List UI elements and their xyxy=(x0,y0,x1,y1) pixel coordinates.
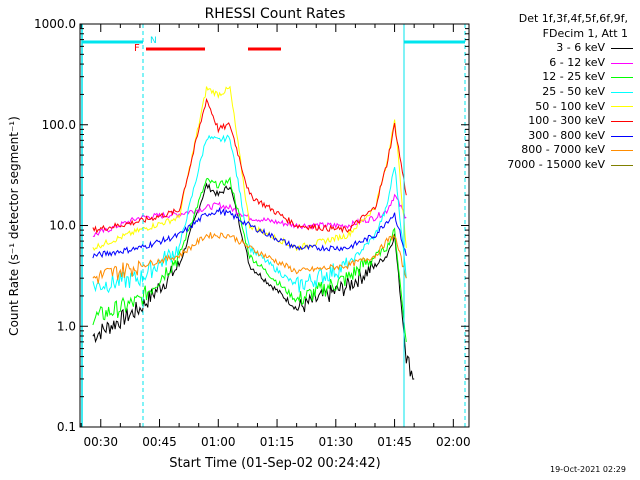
legend-entry-label: 800 - 7000 keV xyxy=(521,143,605,157)
y-axis: 0.1 1.0 10.0 100.0 1000.0 xyxy=(34,17,469,434)
legend-entry: 12 - 25 keV xyxy=(480,70,636,85)
legend-swatch xyxy=(611,120,633,122)
legend-entry-label: 25 - 50 keV xyxy=(542,84,605,98)
legend-entry-label: 50 - 100 keV xyxy=(535,99,605,113)
flag-n-label: N xyxy=(150,36,157,46)
series-line-7 xyxy=(92,232,407,284)
x-axis: 00:30 00:45 01:00 01:15 01:30 01:45 02:00 xyxy=(80,24,471,449)
legend-header-decimation: FDecim 1, Att 1 xyxy=(542,26,628,40)
series-line-3 xyxy=(92,134,407,294)
series-line-4 xyxy=(92,85,407,252)
legend-entries: 3 - 6 keV 6 - 12 keV 12 - 25 keV 25 - 50 ke… xyxy=(480,41,636,172)
y-tick-label: 10.0 xyxy=(49,219,76,233)
legend: Det 1f,3f,4f,5f,6f,9f, FDecim 1, Att 1 3… xyxy=(480,12,636,173)
legend-entry-label: 300 - 800 keV xyxy=(528,128,605,142)
x-tick-label: 01:00 xyxy=(201,435,236,449)
legend-header-detectors: Det 1f,3f,4f,5f,6f,9f, xyxy=(518,12,628,25)
plot-frame xyxy=(79,23,470,428)
y-tick-label: 1.0 xyxy=(57,319,76,333)
legend-entry-label: 100 - 300 keV xyxy=(528,114,605,128)
series-line-0 xyxy=(92,182,415,380)
legend-entry: 3 - 6 keV xyxy=(480,41,636,56)
legend-swatch xyxy=(611,135,633,137)
legend-entry-label: 6 - 12 keV xyxy=(549,55,605,69)
y-axis-label: Count Rate (s⁻¹ detector segment⁻¹) xyxy=(7,116,21,336)
legend-swatch xyxy=(611,150,633,152)
legend-swatch xyxy=(611,62,633,64)
legend-swatch xyxy=(611,106,633,108)
legend-entry-label: 7000 - 15000 keV xyxy=(507,157,605,171)
x-tick-label: 00:45 xyxy=(142,435,177,449)
timestamp: 19-Oct-2021 02:29 xyxy=(550,465,626,474)
x-tick-label: 01:45 xyxy=(377,435,412,449)
x-tick-label: 01:15 xyxy=(260,435,295,449)
markers-layer xyxy=(81,24,466,427)
flag-f-label: F xyxy=(134,43,140,54)
legend-entry-label: 3 - 6 keV xyxy=(556,41,605,55)
x-tick-label: 00:30 xyxy=(83,435,118,449)
y-tick-label: 100.0 xyxy=(42,118,76,132)
legend-entry: 50 - 100 keV xyxy=(480,100,636,115)
legend-entry: 7000 - 15000 keV xyxy=(480,158,636,173)
series-line-1 xyxy=(92,193,407,237)
series-line-5 xyxy=(92,97,407,234)
legend-entry: 100 - 300 keV xyxy=(480,114,636,129)
legend-swatch xyxy=(611,77,633,79)
legend-entry: 800 - 7000 keV xyxy=(480,143,636,158)
legend-entry: 300 - 800 keV xyxy=(480,129,636,144)
series-line-2 xyxy=(92,176,407,342)
series-layer xyxy=(92,85,415,380)
legend-entry: 25 - 50 keV xyxy=(480,85,636,100)
y-tick-label: 1000.0 xyxy=(34,17,76,31)
x-tick-label: 02:00 xyxy=(436,435,471,449)
legend-entry: 6 - 12 keV xyxy=(480,56,636,71)
legend-swatch xyxy=(611,164,633,166)
y-tick-label: 0.1 xyxy=(57,420,76,434)
legend-swatch xyxy=(611,47,633,49)
x-tick-label: 01:30 xyxy=(319,435,354,449)
legend-entry-label: 12 - 25 keV xyxy=(542,70,605,84)
series-line-6 xyxy=(92,206,407,259)
chart-title: RHESSI Count Rates xyxy=(205,6,346,22)
x-axis-label: Start Time (01-Sep-02 00:24:42) xyxy=(169,456,380,471)
legend-swatch xyxy=(611,91,633,93)
